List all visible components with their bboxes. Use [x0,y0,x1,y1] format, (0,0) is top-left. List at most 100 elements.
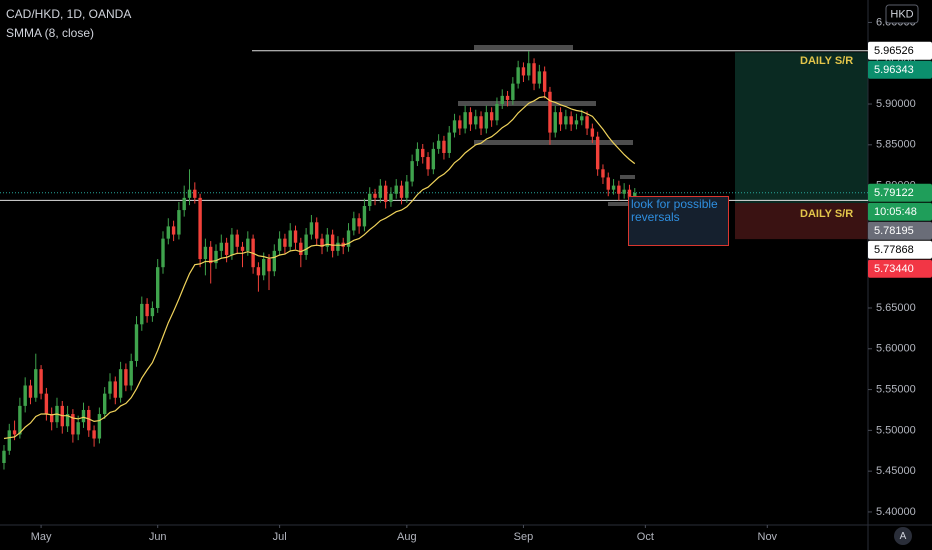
candle-body [595,136,600,170]
drawings [458,45,636,206]
price-label: 5.96343 [874,64,914,76]
smma-line [3,96,636,440]
candle-body [394,185,398,194]
auto-scale-button[interactable] [894,527,912,545]
candle-body [161,238,165,268]
candle-body [7,430,11,451]
candle-body [256,267,261,276]
candle-body [134,324,139,362]
candle-body [155,267,160,308]
candle-body [532,63,536,84]
candle-body [209,246,213,264]
candle-body [601,169,605,178]
candle-body [145,303,149,317]
candle-body [511,83,515,100]
candle-body [124,369,128,386]
candle-body [87,409,91,431]
candle-body [336,242,340,251]
candle-body [415,148,420,162]
candle-body [622,189,626,194]
candle-body [304,234,308,255]
price-label-box [868,183,932,202]
candle-body [230,234,234,255]
candle-body [553,112,557,133]
y-tick-label: 5.50000 [876,424,916,436]
candle-body [558,112,563,125]
candle-body [44,393,49,415]
candle-body [500,95,504,105]
sr-zone [474,140,633,145]
candle-body [346,230,351,247]
sr-zone [608,202,636,206]
candle-body [489,112,494,121]
price-label: 5.73440 [874,263,914,275]
y-tick-label: 5.90000 [876,98,916,110]
candle-body [193,189,197,198]
price-label-box [868,202,932,221]
annotation-note: look for possible reversals [628,196,729,246]
candle-body [320,238,324,247]
candle-body [362,206,367,227]
price-label: 5.79122 [874,187,914,199]
position-tool [735,52,868,240]
currency-label: HKD [890,8,913,20]
candle-body [330,234,335,251]
candle-body [368,193,372,207]
x-tick-label: Jul [273,531,287,543]
candle-body [182,197,186,211]
candle-body [113,381,117,398]
candle-body [177,210,181,235]
loss-zone [735,203,868,240]
profit-zone [735,52,868,203]
x-tick-label: Sep [514,531,534,543]
candle-body [442,140,446,153]
y-tick-label: 5.40000 [876,506,916,518]
candle-body [299,242,303,255]
candle-body [240,246,245,251]
candle-body [633,192,637,198]
candle-body [537,71,542,84]
sr-label: DAILY S/R [800,208,853,220]
y-tick-label: 5.55000 [876,383,916,395]
sr-label: DAILY S/R [800,55,853,67]
candle-body [352,218,356,231]
candle-body [373,193,377,198]
candle-body [49,414,54,423]
candle-body [542,71,547,92]
candle-body [410,161,414,182]
x-tick-label: Oct [637,531,654,543]
candle-body [140,303,144,325]
candle-body [187,189,192,198]
sr-zone [474,45,573,50]
x-tick-label: Nov [758,531,778,543]
candle-body [309,222,314,235]
candle-body [474,116,478,125]
candle-body [580,116,584,121]
candle-body [627,189,632,198]
candle-body [288,230,292,247]
candle-body [468,112,473,125]
candle-body [617,185,621,194]
candle-body [171,226,176,235]
candle-body [129,361,133,386]
price-label: 5.96526 [874,45,914,57]
candle-body [23,385,27,406]
candle-body [357,218,361,227]
candle-body [436,140,441,149]
candle-body [166,226,170,239]
candle-body [92,430,96,439]
candle-body [505,95,510,100]
candle-body [399,185,404,198]
y-tick-label: 5.65000 [876,302,916,314]
price-label: 5.77868 [874,244,914,256]
candle-body [574,120,579,125]
candle-body [325,234,330,247]
candle-body [214,250,218,264]
candle-body [246,238,250,251]
candle-body [479,116,483,129]
candle-body [431,148,436,170]
candle-body [389,193,393,202]
symbol-title: CAD/HKD, 1D, OANDA [6,7,131,21]
